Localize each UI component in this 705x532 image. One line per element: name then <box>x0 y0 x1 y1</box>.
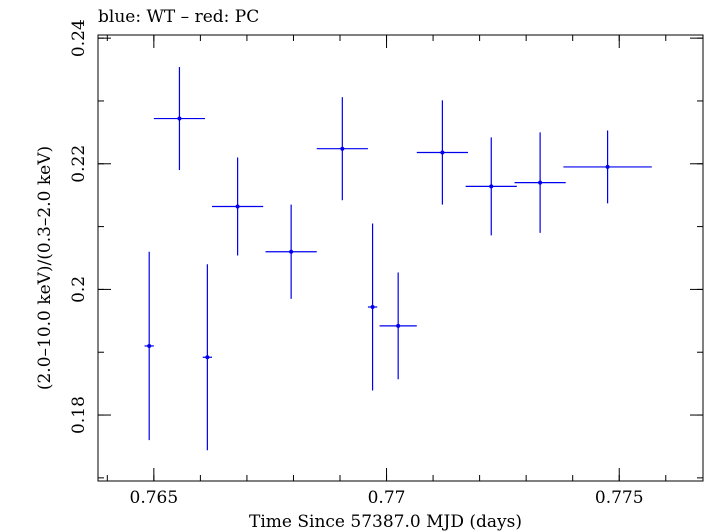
y-tick-label: 0.24 <box>69 19 89 57</box>
plot-frame <box>97 34 704 482</box>
point-marker <box>340 146 345 151</box>
data-point <box>153 67 206 171</box>
data-point <box>144 251 154 441</box>
data-point <box>265 204 317 299</box>
point-marker <box>396 323 401 328</box>
y-axis-label: (2.0–10.0 keV)/(0.3–2.0 keV) <box>35 146 55 390</box>
tick-labels: 0.765 0.77 0.775 0.18 0.2 0.22 0.24 <box>69 19 644 508</box>
point-marker <box>538 180 543 185</box>
x-tick-label: 0.77 <box>368 488 406 508</box>
point-marker <box>289 249 294 254</box>
data-point <box>379 272 417 380</box>
data-point <box>316 97 368 201</box>
point-marker <box>489 184 494 189</box>
data-point <box>367 223 378 391</box>
x-tick-label: 0.775 <box>595 488 644 508</box>
point-marker <box>205 355 210 360</box>
data-point <box>416 100 468 205</box>
data-point <box>514 132 566 233</box>
y-tick-label: 0.2 <box>69 276 89 303</box>
x-tick-label: 0.765 <box>130 488 179 508</box>
data-points <box>144 67 652 451</box>
y-tick-label: 0.22 <box>69 145 89 183</box>
point-marker <box>605 164 610 169</box>
chart-title: blue: WT – red: PC <box>98 7 259 27</box>
point-marker <box>370 304 375 309</box>
point-marker <box>235 204 240 209</box>
data-point <box>212 157 264 256</box>
x-axis-label: Time Since 57387.0 MJD (days) <box>249 512 522 532</box>
axis-ticks <box>98 35 703 481</box>
point-marker <box>440 150 445 155</box>
point-marker <box>147 343 152 348</box>
data-point <box>563 130 652 204</box>
point-marker <box>177 116 182 121</box>
data-point <box>202 264 213 451</box>
y-tick-label: 0.18 <box>69 396 89 434</box>
data-point <box>465 137 517 236</box>
